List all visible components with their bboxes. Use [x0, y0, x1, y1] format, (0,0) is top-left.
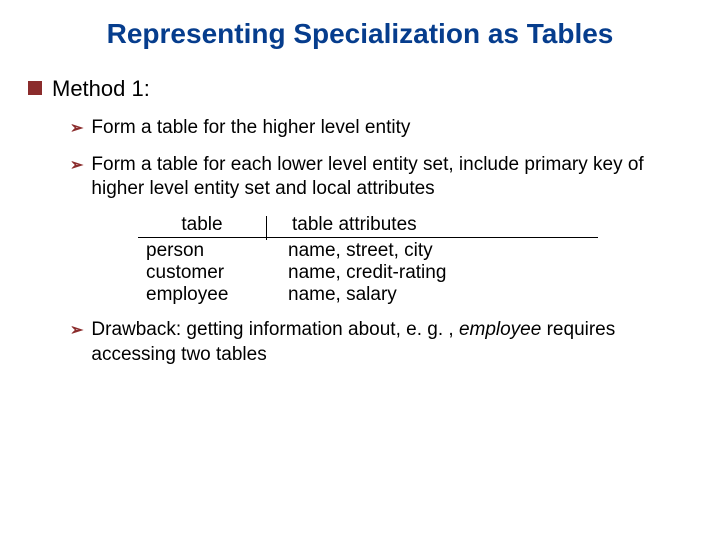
- table-row: employee name, salary: [138, 284, 692, 306]
- method-row: Method 1:: [28, 76, 692, 102]
- table-row: customer name, credit-rating: [138, 262, 692, 284]
- table-cell-name: customer: [138, 262, 266, 284]
- table-cell-name: person: [138, 240, 266, 262]
- table-header-attrs: table attributes: [266, 214, 576, 236]
- table-cell-attrs: name, salary: [266, 284, 576, 306]
- sub-item: ➢ Form a table for the higher level enti…: [70, 116, 692, 141]
- method-label: Method 1:: [52, 76, 150, 102]
- arrow-bullet-icon: ➢: [70, 155, 83, 175]
- square-bullet-icon: [28, 81, 42, 95]
- arrow-bullet-icon: ➢: [70, 118, 83, 138]
- arrow-bullet-icon: ➢: [70, 320, 83, 340]
- slide-title: Representing Specialization as Tables: [28, 18, 692, 50]
- sub-text: Form a table for each lower level entity…: [91, 153, 692, 202]
- table-cell-attrs: name, street, city: [266, 240, 576, 262]
- table-divider: [266, 216, 267, 240]
- drawback-emphasis: employee: [459, 319, 541, 340]
- sub-text-drawback: Drawback: getting information about, e. …: [91, 318, 692, 367]
- sub-item: ➢ Form a table for each lower level enti…: [70, 153, 692, 202]
- sub-text: Form a table for the higher level entity: [91, 116, 410, 141]
- sub-list: ➢ Form a table for the higher level enti…: [70, 116, 692, 367]
- sub-item: ➢ Drawback: getting information about, e…: [70, 318, 692, 367]
- schema-table: table table attributes person name, stre…: [138, 214, 692, 306]
- table-header-name: table: [138, 214, 266, 236]
- drawback-prefix: Drawback: getting information about, e. …: [91, 319, 459, 340]
- table-header-row: table table attributes: [138, 214, 692, 236]
- table-cell-name: employee: [138, 284, 266, 306]
- table-row: person name, street, city: [138, 240, 692, 262]
- table-cell-attrs: name, credit-rating: [266, 262, 576, 284]
